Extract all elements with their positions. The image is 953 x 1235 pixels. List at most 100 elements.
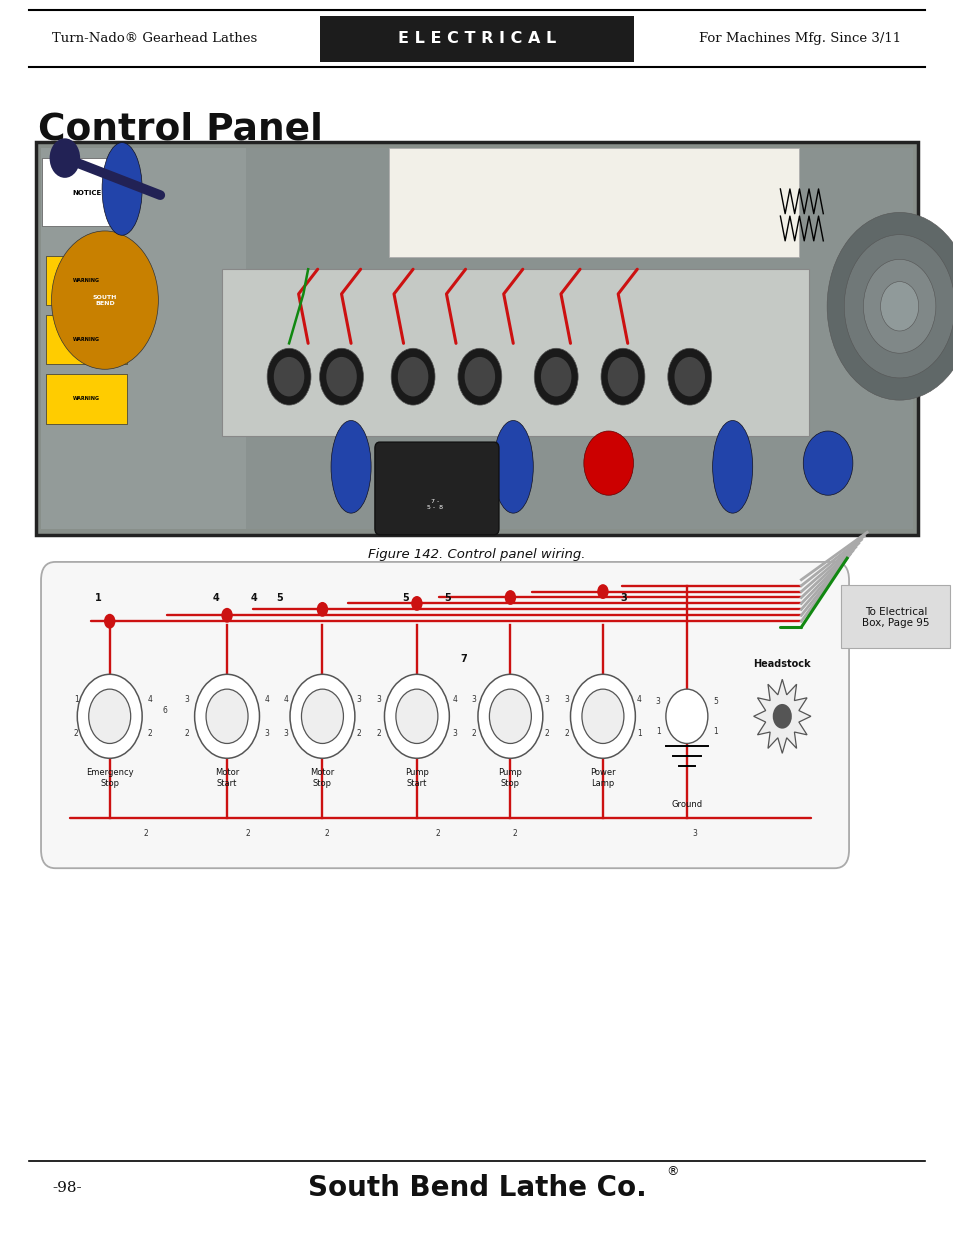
Circle shape	[880, 282, 918, 331]
Text: 4: 4	[264, 694, 270, 704]
Circle shape	[50, 138, 80, 178]
FancyBboxPatch shape	[36, 142, 917, 535]
Text: Pump
Start: Pump Start	[404, 768, 429, 788]
Text: 4: 4	[147, 694, 152, 704]
Circle shape	[862, 259, 935, 353]
Text: Emergency
Stop: Emergency Stop	[86, 768, 133, 788]
Text: 2: 2	[185, 729, 189, 739]
Circle shape	[826, 212, 953, 400]
Text: 2: 2	[148, 729, 152, 739]
Text: 1: 1	[74, 694, 78, 704]
Text: WARNING: WARNING	[72, 278, 99, 283]
Text: For Machines Mfg. Since 3/11: For Machines Mfg. Since 3/11	[699, 32, 901, 46]
FancyBboxPatch shape	[319, 16, 634, 62]
Text: WARNING: WARNING	[72, 396, 99, 401]
Circle shape	[667, 348, 711, 405]
Text: 3: 3	[471, 694, 476, 704]
Text: Figure 142. Control panel wiring.: Figure 142. Control panel wiring.	[368, 548, 585, 562]
FancyBboxPatch shape	[375, 442, 498, 535]
Text: ®: ®	[665, 1166, 678, 1178]
Text: Ground: Ground	[671, 800, 701, 809]
Circle shape	[274, 357, 304, 396]
FancyBboxPatch shape	[41, 148, 912, 529]
Text: 3: 3	[375, 694, 381, 704]
Text: 7 -
5 -  8: 7 - 5 - 8	[427, 499, 442, 510]
Text: 7: 7	[459, 655, 467, 664]
Text: 2: 2	[436, 829, 439, 839]
FancyBboxPatch shape	[42, 158, 132, 226]
Text: 2: 2	[472, 729, 476, 739]
Ellipse shape	[493, 420, 533, 514]
Text: 4: 4	[283, 694, 289, 704]
FancyBboxPatch shape	[389, 148, 799, 257]
Text: 3: 3	[264, 729, 270, 739]
Circle shape	[397, 357, 428, 396]
Circle shape	[504, 590, 516, 605]
Text: 3: 3	[691, 829, 697, 839]
Circle shape	[457, 348, 501, 405]
Circle shape	[77, 674, 142, 758]
Circle shape	[600, 348, 644, 405]
Text: 2: 2	[356, 729, 360, 739]
Circle shape	[51, 231, 158, 369]
Circle shape	[477, 674, 542, 758]
Circle shape	[570, 674, 635, 758]
Text: South Bend Lathe Co.: South Bend Lathe Co.	[307, 1174, 646, 1202]
Text: 3: 3	[543, 694, 549, 704]
Circle shape	[607, 357, 638, 396]
Text: Pump
Stop: Pump Stop	[497, 768, 522, 788]
Text: 2: 2	[325, 829, 329, 839]
Text: 4: 4	[452, 694, 457, 704]
Text: 2: 2	[544, 729, 548, 739]
Circle shape	[391, 348, 435, 405]
Text: Control Panel: Control Panel	[38, 111, 323, 147]
Text: 4: 4	[212, 593, 219, 603]
Text: 1: 1	[94, 593, 102, 603]
Text: 1: 1	[637, 729, 640, 739]
Text: Power
Lamp: Power Lamp	[590, 768, 615, 788]
Text: 3: 3	[184, 694, 190, 704]
Text: 6: 6	[162, 705, 168, 715]
Text: Motor
Stop: Motor Stop	[310, 768, 335, 788]
Polygon shape	[753, 679, 810, 753]
Text: 1: 1	[656, 726, 659, 736]
FancyBboxPatch shape	[46, 315, 127, 364]
Circle shape	[89, 689, 131, 743]
Circle shape	[104, 614, 115, 629]
FancyBboxPatch shape	[46, 374, 127, 424]
FancyBboxPatch shape	[41, 562, 848, 868]
Text: 3: 3	[563, 694, 569, 704]
Circle shape	[772, 704, 791, 729]
Circle shape	[290, 674, 355, 758]
Text: 2: 2	[376, 729, 380, 739]
Text: 3: 3	[655, 697, 660, 706]
Text: NOTICE: NOTICE	[72, 190, 101, 195]
Circle shape	[489, 689, 531, 743]
Circle shape	[464, 357, 495, 396]
Text: SOUTH
BEND: SOUTH BEND	[92, 295, 117, 305]
Text: 3: 3	[283, 729, 289, 739]
Text: 5: 5	[443, 593, 451, 603]
Text: 3: 3	[619, 593, 627, 603]
Circle shape	[267, 348, 311, 405]
Text: 5: 5	[275, 593, 283, 603]
Text: 2: 2	[144, 829, 148, 839]
Circle shape	[534, 348, 578, 405]
Circle shape	[597, 584, 608, 599]
Circle shape	[326, 357, 356, 396]
Text: 4: 4	[250, 593, 257, 603]
Circle shape	[221, 608, 233, 622]
Circle shape	[411, 597, 422, 611]
Circle shape	[581, 689, 623, 743]
Text: Turn-Nado® Gearhead Lathes: Turn-Nado® Gearhead Lathes	[52, 32, 257, 46]
FancyBboxPatch shape	[841, 585, 949, 648]
Circle shape	[674, 357, 704, 396]
Circle shape	[319, 348, 363, 405]
Text: 3: 3	[355, 694, 361, 704]
Ellipse shape	[102, 142, 142, 235]
Text: E L E C T R I C A L: E L E C T R I C A L	[397, 31, 556, 47]
Text: Headstock: Headstock	[753, 659, 810, 669]
Circle shape	[395, 689, 437, 743]
Text: 5: 5	[712, 697, 718, 706]
Circle shape	[384, 674, 449, 758]
